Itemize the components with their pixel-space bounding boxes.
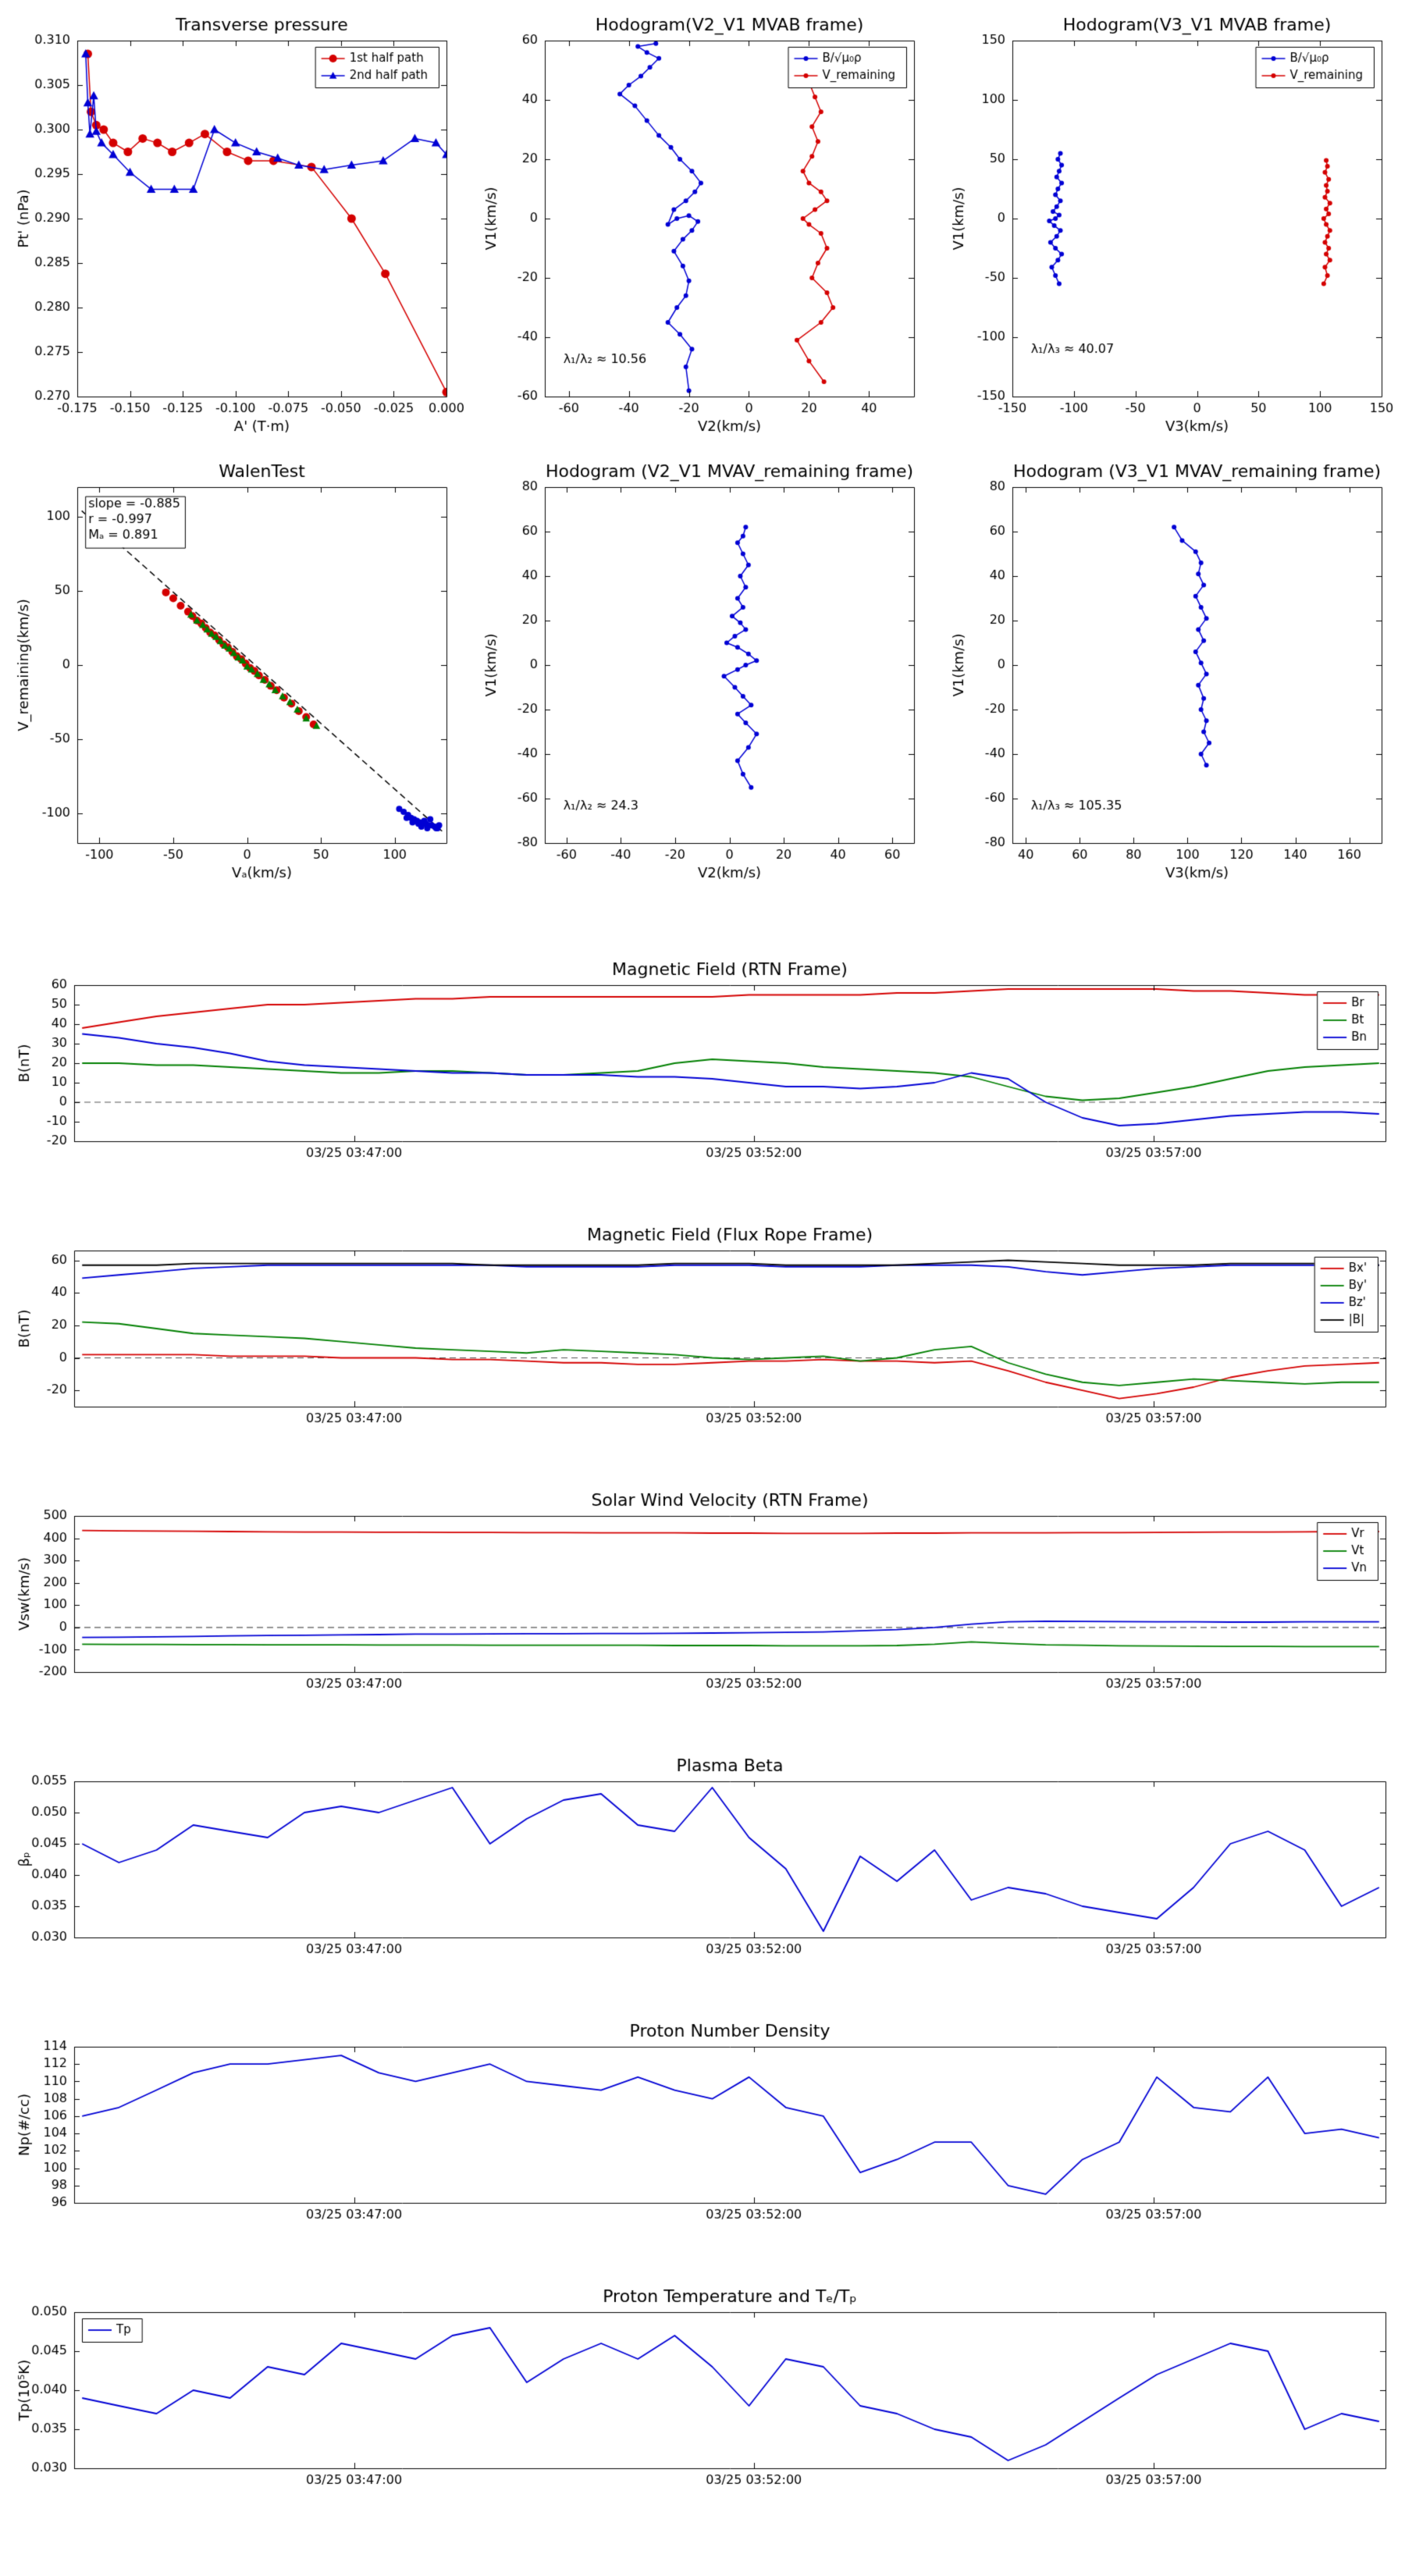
- chart-hodogram-v2-v1-mvav: [474, 454, 931, 891]
- chart-walen-test: [6, 454, 464, 891]
- chart-solar-wind-velocity: [8, 1488, 1397, 1706]
- chart-magnetic-field-rtn: [8, 957, 1397, 1176]
- chart-magnetic-field-flux-rope: [8, 1222, 1397, 1441]
- chart-proton-number-density: [8, 2019, 1397, 2237]
- top-plot-row-2: [0, 454, 1405, 891]
- chart-hodogram-v2-v1-mvab: [474, 8, 931, 445]
- chart-plasma-beta: [8, 1753, 1397, 1972]
- top-plot-row-1: [0, 0, 1405, 445]
- chart-hodogram-v3-v1-mvav: [941, 454, 1399, 891]
- chart-transverse-pressure: [6, 8, 464, 445]
- chart-hodogram-v3-v1-mvab: [941, 8, 1399, 445]
- chart-proton-temperature: [8, 2284, 1397, 2503]
